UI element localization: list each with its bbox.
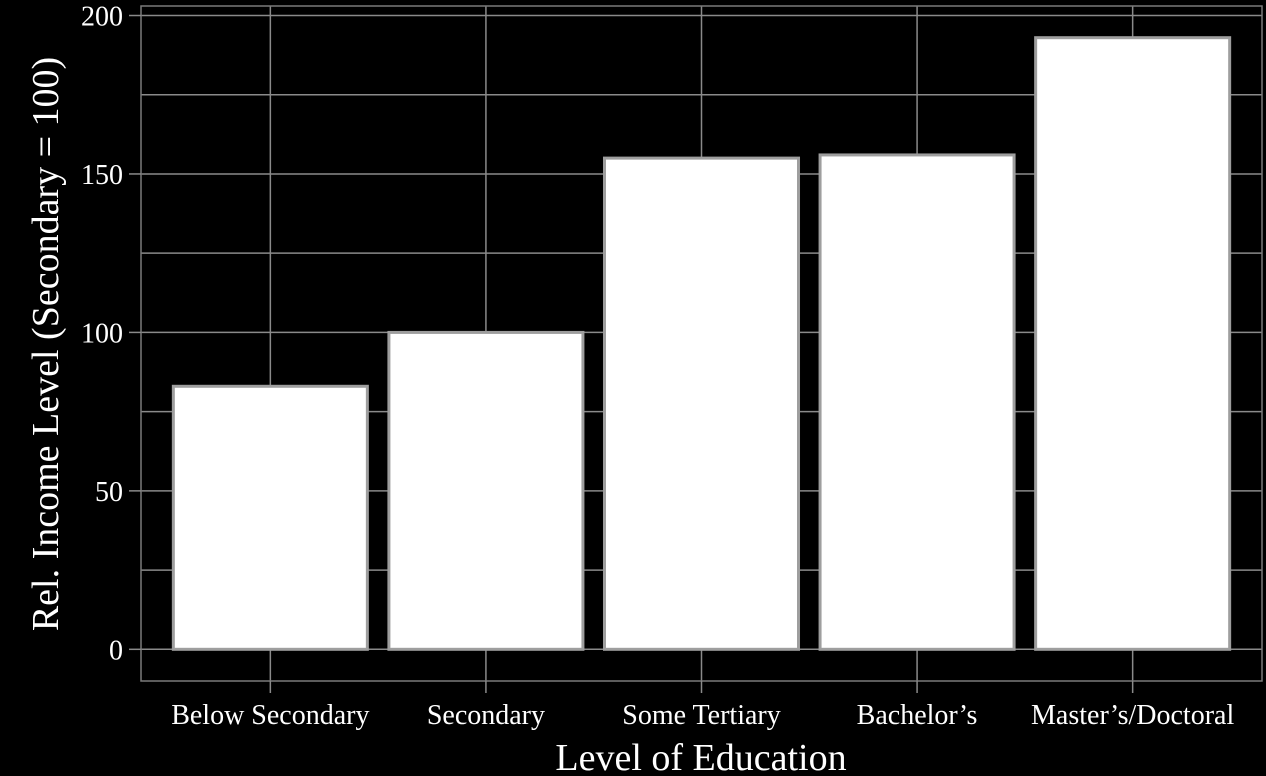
y-tick-label: 200 — [81, 2, 123, 33]
bar — [387, 330, 585, 651]
x-tick-label: Bachelor’s — [857, 700, 978, 731]
x-tick-label: Secondary — [427, 700, 545, 731]
bar — [818, 153, 1016, 651]
x-axis-title: Level of Education — [555, 737, 846, 776]
y-tick-label: 100 — [81, 318, 123, 349]
y-tick-label: 150 — [81, 160, 123, 191]
bars — [171, 36, 1232, 651]
bar — [602, 156, 801, 651]
x-tick-label: Some Tertiary — [622, 700, 780, 731]
x-tick-label: Below Secondary — [171, 700, 369, 731]
y-tick-label: 0 — [109, 635, 123, 666]
y-tick-label: 50 — [95, 477, 123, 508]
tick-labels: 0 50 100 150 200 Below Secondary Secondary Some… — [81, 2, 1234, 731]
x-tick-label: Master’s/Doctoral — [1031, 700, 1234, 731]
y-axis-title: Rel. Income Level (Secondary = 100) — [25, 57, 67, 631]
axis-ticks — [129, 14, 1134, 693]
bar — [171, 384, 369, 651]
bar — [1034, 36, 1232, 651]
